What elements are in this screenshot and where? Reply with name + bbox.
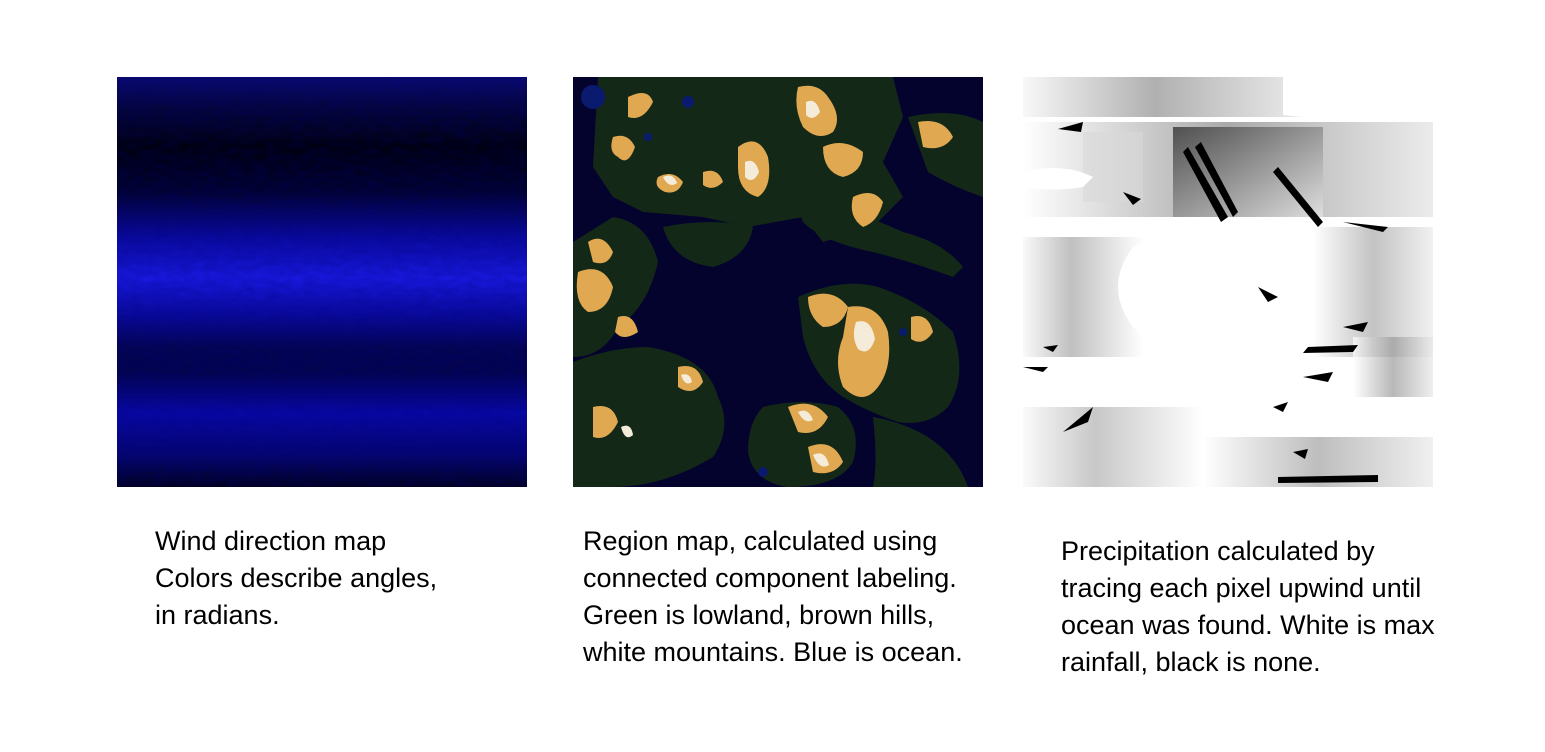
precipitation-map-graphic xyxy=(1023,77,1433,487)
caption-line: ocean was found. White is max xyxy=(1061,610,1435,640)
wind-direction-caption: Wind direction map Colors describe angle… xyxy=(155,523,437,634)
region-map-graphic xyxy=(573,77,983,487)
caption-line: Wind direction map xyxy=(155,526,387,556)
caption-line: connected component labeling. xyxy=(583,563,957,593)
wind-direction-map-graphic xyxy=(117,77,527,487)
caption-line: white mountains. Blue is ocean. xyxy=(583,637,963,667)
caption-line: Region map, calculated using xyxy=(583,526,938,556)
precipitation-map-image xyxy=(1023,77,1433,487)
caption-line: tracing each pixel upwind until xyxy=(1061,573,1422,603)
caption-line: Precipitation calculated by xyxy=(1061,536,1375,566)
precipitation-caption: Precipitation calculated by tracing each… xyxy=(1061,533,1435,681)
region-map-image xyxy=(573,77,983,487)
caption-line: rainfall, black is none. xyxy=(1061,647,1321,677)
caption-line: in radians. xyxy=(155,600,280,630)
caption-line: Colors describe angles, xyxy=(155,563,438,593)
caption-line: Green is lowland, brown hills, xyxy=(583,600,935,630)
wind-direction-map-image xyxy=(117,77,527,487)
region-map-caption: Region map, calculated using connected c… xyxy=(583,523,963,671)
